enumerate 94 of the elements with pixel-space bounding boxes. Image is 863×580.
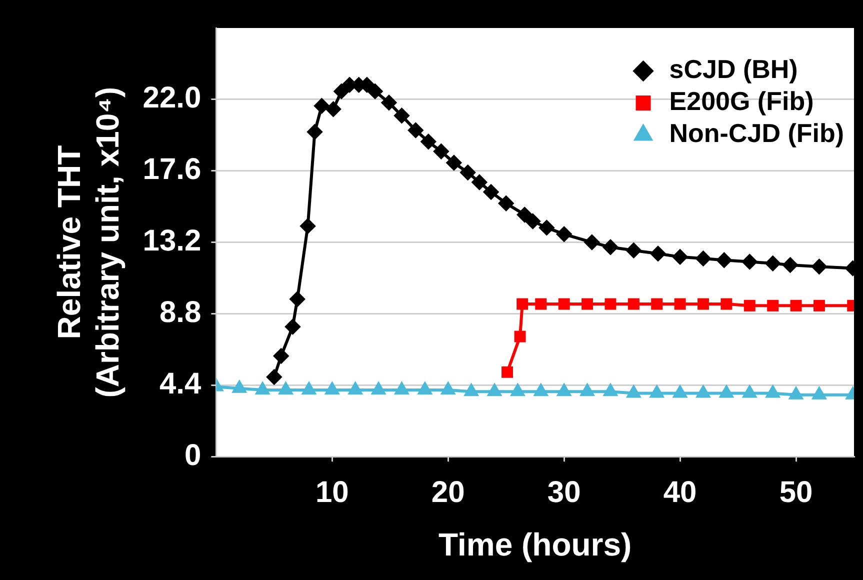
point [557, 384, 571, 396]
point [314, 98, 330, 114]
point [368, 84, 383, 99]
point [673, 386, 687, 398]
point [696, 251, 711, 266]
point [502, 366, 514, 378]
point [744, 300, 756, 312]
point [516, 298, 528, 310]
point [408, 122, 424, 138]
point [767, 300, 779, 312]
point [381, 95, 396, 110]
point [766, 386, 780, 398]
point [274, 348, 289, 364]
point [279, 382, 292, 395]
y-tick-label: 22.0 [142, 82, 202, 115]
legend-label: sCJD (BH) [669, 54, 798, 84]
point [812, 259, 827, 274]
point [517, 207, 532, 222]
point [464, 384, 478, 396]
point [441, 382, 455, 395]
y-tick-label: 17.6 [142, 153, 202, 186]
point [651, 298, 663, 310]
point [582, 298, 594, 310]
point [720, 386, 734, 398]
point [558, 298, 570, 310]
point [290, 292, 305, 307]
text: Relative THT [51, 145, 88, 340]
point [285, 319, 300, 334]
point [539, 220, 554, 236]
point [604, 384, 618, 396]
point [813, 300, 825, 312]
legend-label: E200G (Fib) [669, 86, 814, 116]
x-tick-label: 10 [315, 476, 349, 509]
point [525, 214, 540, 229]
point [584, 234, 600, 250]
legend-label: Non-CJD (Fib) [669, 118, 844, 148]
point [325, 382, 339, 395]
point [534, 384, 548, 396]
point [716, 252, 732, 268]
point [742, 254, 758, 270]
y-tick-label: 8.8 [159, 296, 202, 329]
point [394, 108, 410, 124]
point [334, 84, 349, 99]
point [420, 134, 436, 150]
point [720, 298, 732, 310]
point [256, 382, 270, 395]
point [696, 386, 710, 398]
point [302, 382, 316, 395]
point [434, 144, 449, 159]
point [326, 102, 341, 117]
point [628, 298, 640, 310]
x-tick-label: 20 [431, 476, 465, 509]
point [602, 240, 618, 255]
point [498, 196, 514, 211]
point [674, 298, 686, 310]
point [446, 155, 462, 170]
point [650, 386, 664, 398]
point [790, 300, 802, 312]
point [556, 226, 572, 242]
point [472, 174, 487, 190]
x-axis-title: Time (hours) [438, 526, 632, 563]
y-tick-label: 0 [184, 438, 202, 472]
point [672, 249, 688, 264]
point [650, 246, 666, 262]
point [372, 382, 386, 395]
point [266, 370, 282, 385]
point [812, 387, 826, 400]
text: (Arbitrary unit, x10⁴) [89, 86, 126, 398]
point [514, 330, 526, 342]
point [484, 184, 499, 200]
x-tick-label: 50 [779, 476, 813, 509]
point [698, 298, 709, 310]
point [782, 258, 798, 273]
point [626, 386, 640, 398]
point [418, 382, 432, 395]
point [232, 380, 246, 393]
point [300, 218, 316, 234]
point [488, 384, 502, 396]
x-tick-label: 30 [547, 476, 581, 509]
point [535, 298, 547, 310]
point [395, 382, 408, 395]
point [604, 298, 616, 310]
point [626, 242, 642, 258]
point [511, 384, 524, 396]
x-tick-label: 40 [663, 476, 697, 509]
point [765, 256, 780, 271]
point [307, 124, 322, 140]
point [460, 164, 476, 180]
y-tick-label: 4.4 [159, 367, 202, 400]
point [580, 384, 594, 396]
point [348, 382, 362, 395]
point [789, 387, 803, 400]
y-tick-label: 13.2 [142, 224, 202, 258]
point [742, 386, 756, 398]
